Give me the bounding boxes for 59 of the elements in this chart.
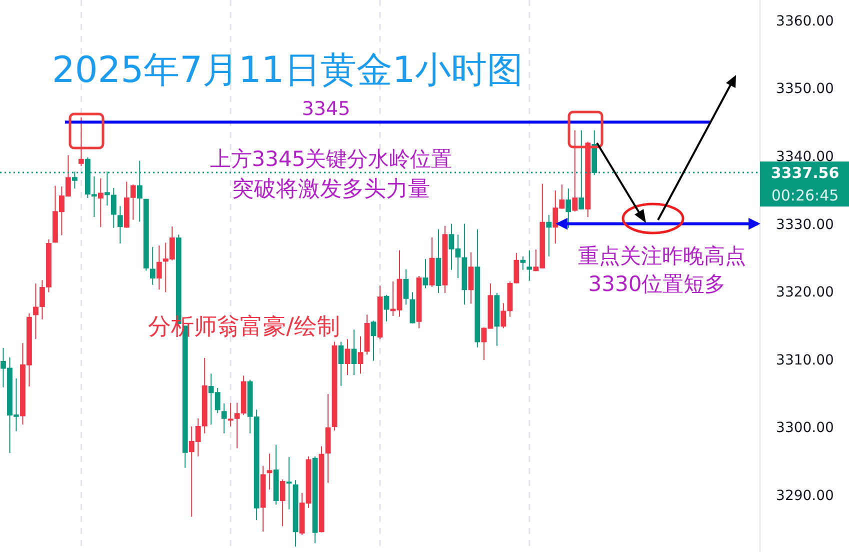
y-tick-label: 3310.00 [776, 352, 834, 368]
candlestick [436, 228, 442, 294]
y-tick-label: 3320.00 [776, 284, 834, 301]
annotation: 重点关注昨晚高点 [578, 244, 746, 268]
y-tick-label: 3360.00 [776, 13, 834, 30]
candlestick [78, 116, 84, 167]
candlestick [422, 258, 428, 289]
candlestick [332, 341, 338, 432]
candlestick [370, 320, 376, 362]
y-tick-label: 3340.00 [776, 148, 834, 165]
ref-line-label: 3345 [302, 98, 350, 120]
candlestick [325, 393, 331, 484]
annotation: 突破将激发多头力量 [232, 177, 430, 202]
candlestick [260, 465, 266, 532]
candlestick [358, 336, 364, 374]
candlestick [292, 480, 298, 548]
candlestick [221, 402, 227, 434]
y-tick-label: 3330.00 [776, 216, 834, 233]
y-tick-label: 3350.00 [776, 81, 834, 98]
candlestick [566, 188, 572, 228]
annotation: 3330位置短多 [588, 272, 726, 296]
candlestick [384, 294, 390, 322]
candlestick [351, 329, 357, 376]
candlestick [572, 130, 578, 212]
candlestick [286, 456, 292, 510]
candlestick [280, 478, 286, 527]
y-tick-label: 3300.00 [776, 420, 834, 436]
text: 00:26:45 [771, 186, 839, 205]
candlestick [520, 256, 526, 270]
candlestick [98, 178, 104, 228]
text: 2025年7月11日黄金1小时图 [52, 50, 524, 91]
candlestick [110, 187, 116, 228]
candlestick [585, 141, 591, 218]
candlestick [338, 341, 344, 386]
candlestick [546, 214, 552, 257]
annotation: 上方3345关键分水岭位置 [210, 147, 452, 171]
candlestick [266, 453, 272, 490]
candlestick [117, 206, 123, 244]
candlestick [156, 244, 162, 290]
candlestick [377, 284, 383, 340]
ref-line-label: 3337.56 [770, 164, 840, 182]
candlestick [318, 446, 324, 533]
candlestick [429, 236, 435, 288]
y-tick-label: 3290.00 [776, 488, 834, 504]
candlestick [416, 276, 422, 329]
candlestick [143, 198, 149, 272]
candlestick [526, 250, 532, 282]
candlestick [403, 268, 409, 305]
candlestick [364, 314, 370, 356]
candlestick [312, 456, 318, 544]
candlestick [442, 225, 448, 294]
candlestick [273, 444, 279, 506]
candlestick [150, 246, 156, 286]
candlestick [410, 292, 416, 324]
candlestick [344, 338, 350, 376]
candlestick [500, 302, 506, 329]
candlestick [468, 252, 474, 304]
candlestick [494, 292, 500, 346]
candlestick [474, 228, 480, 348]
